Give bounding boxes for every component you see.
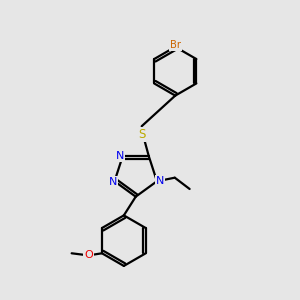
Text: Br: Br bbox=[170, 40, 181, 50]
Text: N: N bbox=[116, 151, 124, 161]
Text: N: N bbox=[109, 177, 117, 187]
Text: O: O bbox=[84, 250, 93, 260]
Text: N: N bbox=[156, 176, 164, 186]
Text: S: S bbox=[138, 128, 146, 141]
